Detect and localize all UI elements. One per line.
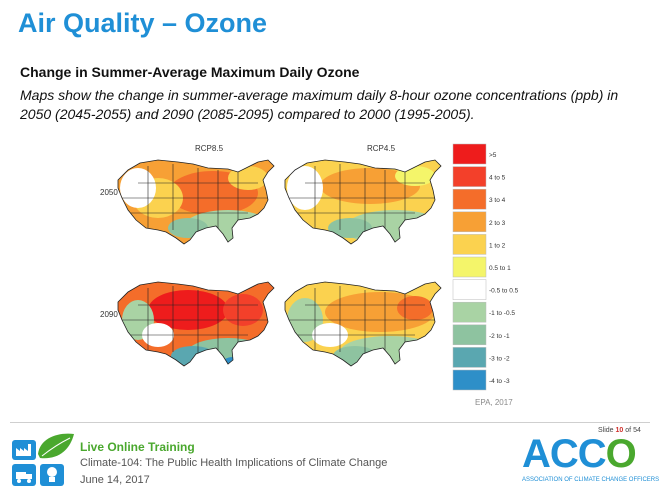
leaf-icon [38,433,74,459]
factory-icon [12,440,36,460]
source-credit: EPA, 2017 [475,398,513,407]
legend-swatch [452,234,487,255]
legend-label: -2 to -1 [489,333,510,340]
footer-training-label: Live Online Training [80,440,195,454]
slide-of: of [625,427,632,434]
legend-swatch [452,347,487,368]
legend-swatch [452,143,487,165]
acco-letters-cc: CC [549,432,607,476]
legend-swatch [452,324,487,346]
legend-label: -3 to -2 [489,355,510,362]
acco-subtitle: ASSOCIATION OF CLIMATE CHANGE OFFICERS [522,477,660,483]
legend-swatch [452,369,487,391]
footer-icon-cluster [12,433,74,486]
truck-icon [12,464,36,486]
footer-date: June 14, 2017 [80,474,150,486]
legend-swatch [452,301,487,323]
legend-label: 4 to 5 [489,175,506,182]
ozone-map-figure: RCP8.5 RCP4.5 2050 2090 >5 4 to 5 3 to 4 2 … [100,143,519,391]
slide-number: Slide 10 of 54 [598,427,641,434]
legend-label: 3 to 4 [489,197,506,204]
slide-total: 54 [633,427,641,434]
legend: >5 4 to 5 3 to 4 2 to 3 1 to 2 0.5 to 1 -0.5 t… [452,143,519,391]
legend-label: 0.5 to 1 [489,265,511,272]
column-label-rcp45: RCP4.5 [367,144,396,153]
legend-label: -0.5 to 0.5 [489,288,519,295]
slide-description: Maps show the change in summer-average m… [20,87,619,122]
legend-swatch [452,166,487,187]
map-2090-rcp85 [117,281,275,367]
legend-label: 2 to 3 [489,220,506,227]
map-2050-rcp45 [284,159,442,245]
legend-label: -4 to -3 [489,378,510,385]
row-label-2050: 2050 [100,188,118,197]
legend-label: -1 to -0.5 [489,310,515,317]
slide-subtitle: Change in Summer-Average Maximum Daily O… [20,64,360,80]
legend-swatch [452,256,487,278]
slide-label: Slide [598,427,614,434]
legend-swatch [452,211,487,233]
slide-current: 10 [615,427,624,434]
acco-wordmark: ACCO [522,432,637,477]
legend-label: 1 to 2 [489,242,506,249]
map-2090-rcp45 [284,281,442,367]
acco-letter-a: A [522,432,551,476]
legend-swatch [452,188,487,210]
footer-divider [10,422,650,423]
acco-logo: ACCO ASSOCIATION OF CLIMATE CHANGE OFFIC… [520,432,659,490]
map-2050-rcp85 [117,159,275,245]
footer-course-title: Climate-104: The Public Health Implicati… [80,457,388,469]
legend-label: >5 [489,152,497,159]
legend-swatch [452,279,487,300]
slide-title: Air Quality – Ozone [18,8,268,38]
acco-letter-o: O [605,432,637,476]
column-label-rcp85: RCP8.5 [195,144,224,153]
row-label-2090: 2090 [100,310,118,319]
lightbulb-icon [40,464,64,486]
